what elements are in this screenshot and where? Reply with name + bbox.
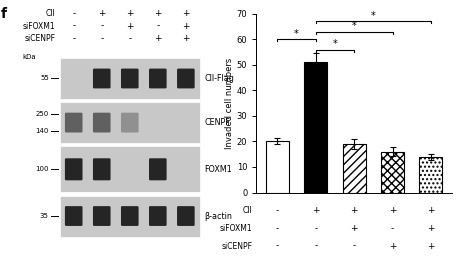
Text: +: + [427, 224, 435, 233]
Bar [419, 157, 442, 192]
FancyBboxPatch shape [93, 158, 110, 180]
Y-axis label: Invaded cell numbers: Invaded cell numbers [225, 57, 234, 149]
Text: +: + [350, 206, 358, 215]
Text: siCENPF: siCENPF [221, 242, 253, 251]
Text: -: - [156, 22, 159, 31]
Text: 55: 55 [40, 76, 49, 81]
Text: -: - [391, 224, 394, 233]
FancyBboxPatch shape [149, 68, 167, 88]
Text: *: * [333, 39, 337, 49]
Text: 250: 250 [35, 111, 49, 117]
Text: -: - [353, 242, 356, 251]
Text: -: - [72, 34, 75, 43]
Text: siFOXM1: siFOXM1 [220, 224, 253, 233]
FancyBboxPatch shape [149, 206, 167, 226]
Text: +: + [126, 22, 134, 31]
Text: +: + [389, 242, 396, 251]
Text: +: + [312, 206, 320, 215]
Text: CII-Flag: CII-Flag [204, 74, 234, 83]
Text: *: * [352, 21, 356, 31]
Bar [60, 102, 200, 143]
Bar [60, 58, 200, 99]
Text: +: + [389, 206, 396, 215]
Text: CII: CII [46, 9, 55, 18]
Bar [381, 152, 404, 192]
FancyBboxPatch shape [121, 206, 138, 226]
FancyBboxPatch shape [177, 68, 195, 88]
Text: siCENPF: siCENPF [24, 34, 55, 43]
Text: 35: 35 [40, 213, 49, 219]
Text: +: + [98, 9, 105, 18]
FancyBboxPatch shape [93, 206, 110, 226]
Text: 140: 140 [35, 128, 49, 134]
Bar [266, 141, 289, 192]
Text: *: * [294, 29, 299, 39]
Bar [304, 62, 327, 192]
Text: FOXM1: FOXM1 [204, 165, 232, 174]
Bar [343, 144, 366, 192]
Text: +: + [126, 9, 134, 18]
Text: +: + [182, 9, 190, 18]
FancyBboxPatch shape [93, 113, 110, 133]
Text: -: - [72, 22, 75, 31]
Text: -: - [72, 9, 75, 18]
FancyBboxPatch shape [65, 113, 82, 133]
FancyBboxPatch shape [65, 206, 82, 226]
Text: kDa: kDa [22, 54, 36, 60]
Text: siFOXM1: siFOXM1 [23, 22, 55, 31]
Bar [60, 146, 200, 192]
Text: CENPF: CENPF [204, 118, 230, 127]
Text: +: + [350, 224, 358, 233]
Bar [60, 196, 200, 236]
Text: -: - [276, 206, 279, 215]
Text: -: - [100, 34, 103, 43]
Text: -: - [128, 34, 131, 43]
Text: f: f [0, 7, 7, 21]
Text: β-actin: β-actin [204, 211, 232, 221]
Text: +: + [154, 34, 162, 43]
Text: -: - [100, 22, 103, 31]
FancyBboxPatch shape [121, 113, 138, 133]
Text: 100: 100 [35, 166, 49, 172]
Text: +: + [182, 34, 190, 43]
Text: -: - [314, 242, 317, 251]
Text: -: - [276, 242, 279, 251]
FancyBboxPatch shape [121, 68, 138, 88]
Text: +: + [154, 9, 162, 18]
Text: -: - [314, 224, 317, 233]
FancyBboxPatch shape [93, 68, 110, 88]
Text: +: + [427, 242, 435, 251]
Text: +: + [182, 22, 190, 31]
Text: -: - [276, 224, 279, 233]
Text: CII: CII [243, 206, 253, 215]
Text: +: + [427, 206, 435, 215]
FancyBboxPatch shape [149, 158, 167, 180]
Text: *: * [371, 11, 376, 21]
FancyBboxPatch shape [177, 206, 195, 226]
FancyBboxPatch shape [65, 158, 82, 180]
